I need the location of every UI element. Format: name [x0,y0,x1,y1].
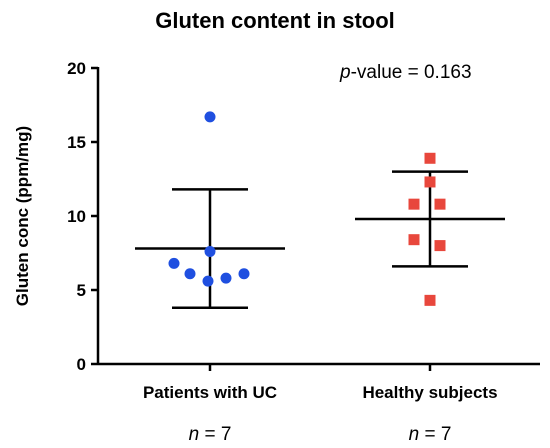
data-point [408,198,420,210]
data-point [424,152,436,164]
p-value-annotation: p-value = 0.163 [339,62,472,83]
y-tick-label: 0 [77,355,86,374]
y-tick-label: 15 [67,133,86,152]
y-ticks: 0 5 10 15 20 [67,59,98,374]
data-point [168,257,180,269]
data-point [238,268,250,280]
data-point [220,272,232,284]
y-tick-label: 20 [67,59,86,78]
chart-title: Gluten content in stool [155,8,395,33]
y-tick-label: 10 [67,207,86,226]
n-labels: n = 7 n = 7 [189,424,452,445]
data-point [184,268,196,280]
data-point [202,275,214,287]
p-value-rest: -value = 0.163 [351,62,472,83]
category-labels: Patients with UC Healthy subjects [143,364,498,402]
y-tick-label: 5 [77,281,86,300]
data-points [168,111,446,306]
p-value-italic: p [339,62,351,83]
n-label: n = 7 [409,424,452,445]
category-label: Healthy subjects [362,383,497,402]
data-point [424,176,436,188]
error-bars [135,170,505,310]
data-point [434,240,446,252]
data-point [204,111,216,123]
data-point [408,234,420,246]
n-label: n = 7 [189,424,232,445]
data-point [204,246,216,258]
category-label: Patients with UC [143,383,277,402]
data-point [424,294,436,306]
y-axis-label: Gluten conc (ppm/mg) [13,126,32,306]
data-point [434,198,446,210]
